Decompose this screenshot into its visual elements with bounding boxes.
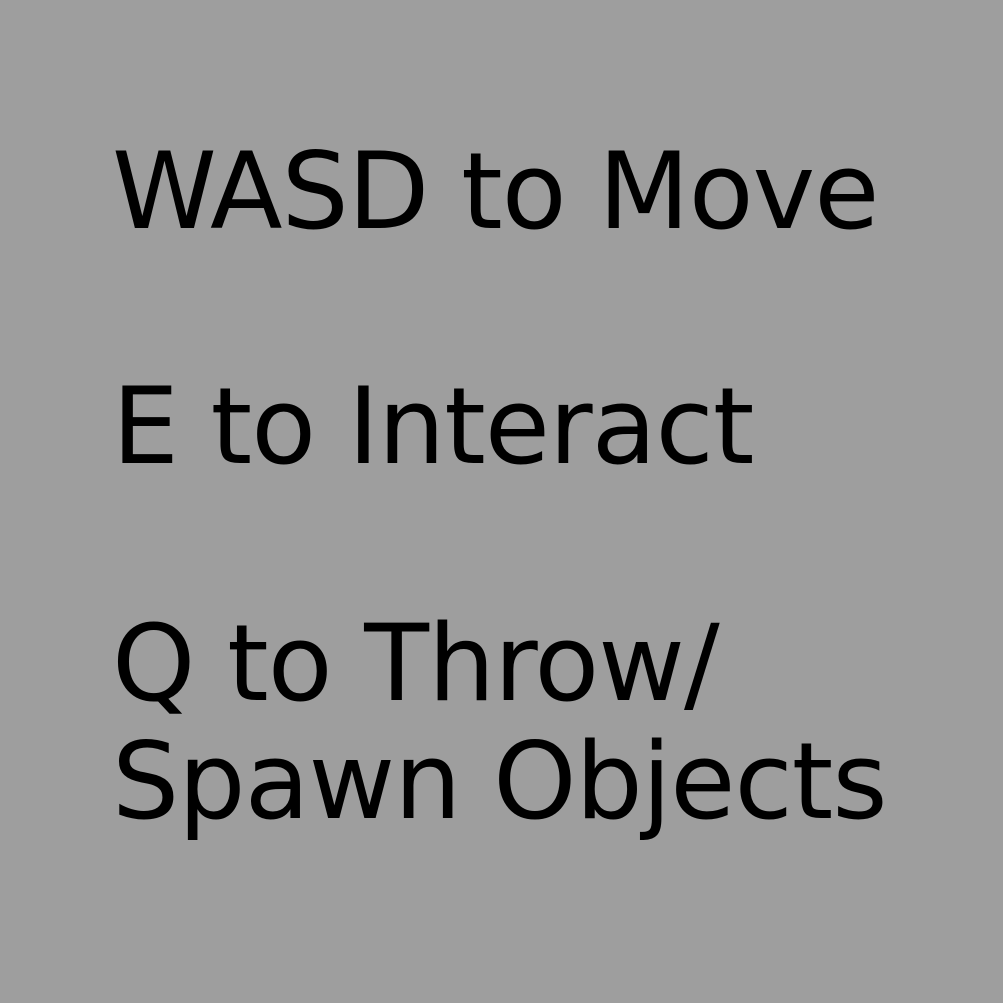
interact-instruction: E to Interact (112, 365, 754, 488)
controls-instructions: WASD to Move E to Interact Q to Throw/ S… (112, 0, 992, 1003)
throw-instruction-line-2: Spawn Objects (112, 720, 888, 843)
move-instruction: WASD to Move (112, 130, 879, 253)
throw-instruction-line-1: Q to Throw/ (112, 602, 720, 725)
